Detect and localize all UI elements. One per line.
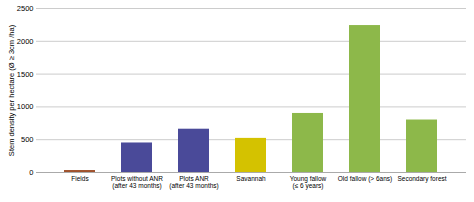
svg-text:Savannah: Savannah [236, 175, 266, 182]
svg-text:500: 500 [21, 135, 34, 144]
svg-text:Old fallow (> 6ans): Old fallow (> 6ans) [338, 175, 392, 183]
svg-text:0: 0 [29, 168, 33, 177]
svg-text:Plots ANR(after 43 months): Plots ANR(after 43 months) [169, 175, 219, 190]
svg-text:2500: 2500 [17, 4, 34, 13]
svg-text:Young fallow(≤ 6 years): Young fallow(≤ 6 years) [290, 175, 327, 190]
svg-text:Fields: Fields [71, 175, 89, 182]
svg-text:Stem density per hectare (Ø ≥: Stem density per hectare (Ø ≥ 3cm /ha) [7, 24, 16, 156]
svg-text:2000: 2000 [17, 37, 34, 46]
svg-text:Secondary forest: Secondary forest [397, 175, 446, 183]
svg-text:1000: 1000 [17, 102, 34, 111]
svg-text:1500: 1500 [17, 70, 34, 79]
svg-text:Plots without ANR(after 43 mon: Plots without ANR(after 43 months) [111, 175, 163, 190]
